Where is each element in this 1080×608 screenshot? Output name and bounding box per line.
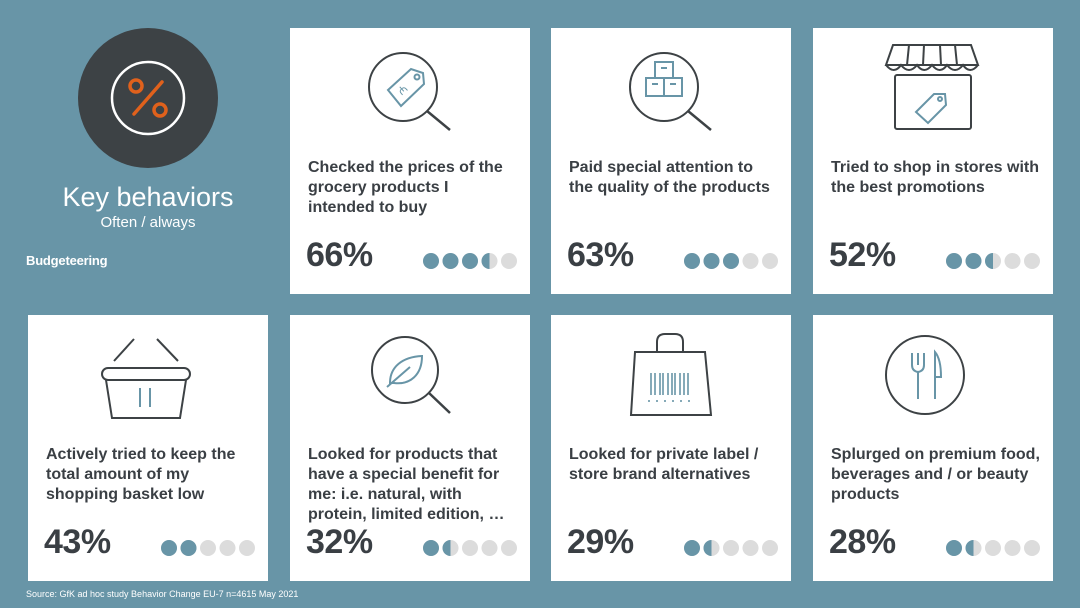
rating-dot bbox=[985, 540, 1001, 556]
barcode-bag-icon bbox=[629, 333, 713, 416]
behavior-card: ₼ Checked the prices of the grocery prod… bbox=[290, 28, 530, 294]
behavior-percent: 29% bbox=[567, 523, 634, 561]
rating-dots bbox=[423, 540, 517, 556]
behavior-label: Looked for private label / store brand a… bbox=[569, 446, 759, 483]
source-note: Source: GfK ad hoc study Behavior Change… bbox=[26, 589, 299, 599]
rating-dot bbox=[985, 253, 1001, 269]
rating-dots bbox=[161, 540, 255, 556]
behavior-card: Looked for products that have a special … bbox=[290, 315, 530, 581]
fork-knife-icon bbox=[885, 335, 965, 415]
rating-dot bbox=[423, 540, 439, 556]
behavior-card: Paid special attention to the quality of… bbox=[551, 28, 791, 294]
rating-dots bbox=[684, 540, 778, 556]
rating-dot bbox=[462, 540, 478, 556]
rating-dot bbox=[481, 253, 498, 269]
hero-badge bbox=[78, 28, 218, 168]
rating-dot bbox=[481, 540, 498, 556]
rating-dot bbox=[501, 253, 517, 269]
behavior-label: Splurged on premium food, beverages and … bbox=[831, 446, 1040, 503]
rating-dot bbox=[762, 540, 778, 556]
rating-dot bbox=[423, 253, 439, 269]
rating-dot bbox=[723, 253, 739, 269]
rating-dot bbox=[200, 540, 216, 556]
rating-dot bbox=[946, 540, 962, 556]
behavior-label: Tried to shop in stores with the best pr… bbox=[831, 159, 1040, 196]
rating-dot bbox=[723, 540, 739, 556]
rating-dot bbox=[742, 253, 759, 269]
rating-dot bbox=[742, 540, 759, 556]
rating-dot bbox=[703, 540, 720, 556]
rating-dot bbox=[684, 253, 700, 269]
behavior-percent: 63% bbox=[567, 236, 634, 274]
behavior-card: Splurged on premium food, beverages and … bbox=[813, 315, 1053, 581]
rating-dot bbox=[219, 540, 236, 556]
behavior-percent: 28% bbox=[829, 523, 896, 561]
svg-text:₼: ₼ bbox=[395, 82, 410, 98]
rating-dot bbox=[965, 253, 982, 269]
leaf-magnifier-icon bbox=[371, 336, 451, 414]
behavior-percent: 52% bbox=[829, 236, 896, 274]
behavior-percent: 43% bbox=[44, 523, 111, 561]
rating-dot bbox=[239, 540, 255, 556]
rating-dot bbox=[442, 540, 459, 556]
behavior-card: Tried to shop in stores with the best pr… bbox=[813, 28, 1053, 294]
rating-dot bbox=[161, 540, 177, 556]
rating-dot bbox=[442, 253, 459, 269]
rating-dot bbox=[1024, 253, 1040, 269]
price-tag-magnifier-icon: ₼ bbox=[368, 52, 451, 131]
shopping-basket-icon bbox=[101, 338, 191, 419]
page-subtitle: Often / always bbox=[100, 214, 196, 231]
page-title: Key behaviors bbox=[62, 182, 234, 212]
rating-dot bbox=[684, 540, 700, 556]
rating-dots bbox=[423, 253, 517, 269]
rating-dot bbox=[946, 253, 962, 269]
section-label: Budgeteering bbox=[26, 253, 108, 268]
behavior-label: Actively tried to keep the total amount … bbox=[46, 446, 236, 503]
rating-dot bbox=[180, 540, 197, 556]
rating-dot bbox=[1004, 540, 1021, 556]
rating-dots bbox=[946, 540, 1040, 556]
behavior-label: Looked for products that have a special … bbox=[308, 446, 505, 523]
percent-icon bbox=[110, 60, 186, 136]
storefront-price-tag-icon bbox=[884, 44, 980, 130]
boxes-magnifier-icon bbox=[629, 52, 712, 131]
rating-dot bbox=[965, 540, 982, 556]
behavior-percent: 32% bbox=[306, 523, 373, 561]
behavior-card: Looked for private label / store brand a… bbox=[551, 315, 791, 581]
rating-dot bbox=[703, 253, 720, 269]
behavior-percent: 66% bbox=[306, 236, 373, 274]
rating-dots bbox=[684, 253, 778, 269]
rating-dot bbox=[762, 253, 778, 269]
rating-dot bbox=[501, 540, 517, 556]
rating-dot bbox=[1004, 253, 1021, 269]
rating-dot bbox=[462, 253, 478, 269]
rating-dots bbox=[946, 253, 1040, 269]
behavior-card: Actively tried to keep the total amount … bbox=[28, 315, 268, 581]
rating-dot bbox=[1024, 540, 1040, 556]
behavior-label: Checked the prices of the grocery produc… bbox=[308, 159, 503, 216]
behavior-label: Paid special attention to the quality of… bbox=[569, 159, 770, 196]
